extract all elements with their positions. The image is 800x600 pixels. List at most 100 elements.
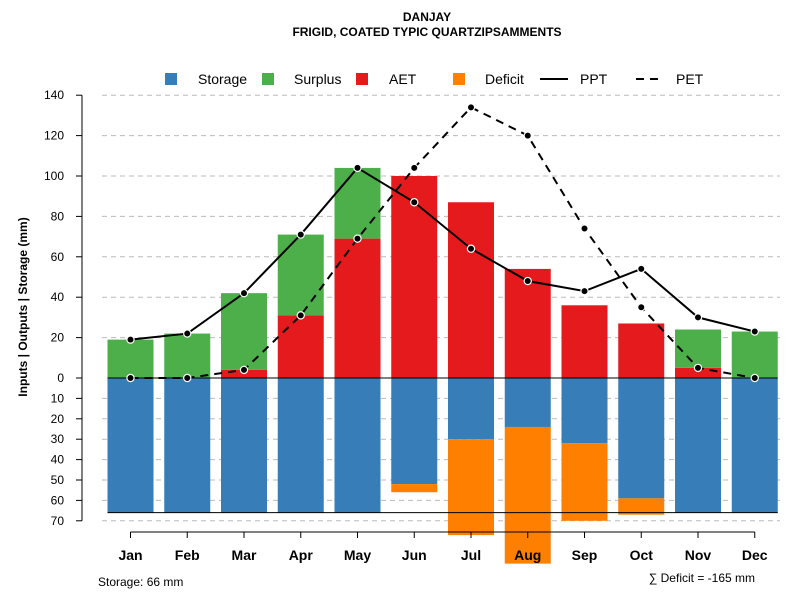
pet-point (183, 373, 192, 383)
ppt-point (183, 329, 192, 338)
storage-note: Storage: 66 mm (98, 575, 183, 589)
legend-swatch-deficit (453, 73, 465, 85)
storage-bar (164, 378, 211, 513)
pet-point (580, 224, 589, 233)
aet-bar (448, 202, 494, 378)
surplus-bar (277, 234, 324, 316)
month-label-dec: Dec (742, 547, 768, 563)
ppt-point (239, 288, 249, 298)
legend-label-ppt: PPT (580, 71, 608, 87)
legend-swatch-storage (165, 73, 177, 85)
chart-subtitle: FRIGID, COATED TYPIC QUARTZIPSAMMENTS (292, 25, 561, 39)
legend-label-surplus: Surplus (294, 71, 341, 87)
pet-point (239, 365, 249, 375)
deficit-bar (391, 484, 438, 493)
y-axis-label: Inputs | Outputs | Storage (mm) (16, 217, 30, 396)
surplus-bar (221, 293, 267, 370)
month-label-nov: Nov (685, 547, 712, 563)
y-tick-label: 140 (44, 88, 64, 102)
month-label-jan: Jan (118, 547, 142, 563)
y-tick-label: 40 (51, 453, 65, 467)
y-tick-label: 20 (51, 412, 65, 426)
ppt-point (353, 163, 362, 173)
y-tick-label: 40 (51, 290, 65, 304)
surplus-bar (164, 333, 211, 378)
y-tick-label: 50 (51, 473, 65, 487)
series-lines (126, 103, 759, 383)
deficit-bar (561, 443, 608, 521)
pet-point (693, 363, 703, 373)
storage-bar (561, 378, 608, 444)
month-label-jun: Jun (402, 547, 427, 563)
ppt-point (126, 335, 135, 344)
month-label-may: May (344, 547, 371, 563)
bars (107, 167, 778, 564)
surplus-bar (675, 329, 721, 368)
deficit-bar (618, 498, 665, 515)
aet-bar (561, 305, 608, 378)
storage-bar (391, 378, 438, 485)
ppt-point (466, 244, 476, 253)
month-label-feb: Feb (175, 547, 200, 563)
y-tick-label: 100 (44, 169, 64, 183)
aet-bar (504, 268, 551, 378)
surplus-bar (334, 167, 381, 239)
ppt-point (580, 286, 589, 296)
storage-bar (731, 378, 778, 513)
storage-bar (448, 378, 494, 440)
storage-bar (675, 378, 721, 513)
aet-bar (334, 238, 381, 378)
pet-line (130, 106, 755, 379)
pet-point (126, 373, 135, 383)
month-label-mar: Mar (232, 547, 257, 563)
legend-label-pet: PET (676, 71, 704, 87)
pet-point (466, 103, 476, 112)
ppt-point (637, 264, 646, 274)
legend-swatch-aet (356, 73, 368, 85)
storage-bar (221, 378, 267, 513)
legend-label-deficit: Deficit (485, 71, 524, 87)
pet-point (353, 234, 362, 243)
deficit-bar (504, 426, 551, 564)
ppt-line (130, 166, 755, 341)
chart-title: DANJAY (403, 10, 451, 24)
deficit-note: ∑ Deficit = -165 mm (649, 571, 755, 585)
deficit-bar (448, 439, 494, 536)
y-tick-label: 20 (51, 331, 65, 345)
month-label-sep: Sep (572, 547, 598, 563)
y-tick-label: 60 (51, 250, 65, 264)
month-label-jul: Jul (461, 547, 481, 563)
pet-point (296, 311, 305, 320)
ppt-point (693, 313, 703, 322)
ppt-point (523, 276, 532, 286)
aet-bar (618, 323, 665, 378)
ppt-point (410, 198, 419, 207)
month-label-aug: Aug (514, 547, 541, 563)
storage-bar (504, 378, 551, 427)
y-tick-label: 0 (57, 371, 64, 385)
aet-bar (277, 315, 324, 378)
pet-point (637, 303, 646, 312)
axes: 0 20 40 60 80 100 120 140 10 20 30 40 50 60 70 Jan Feb Ma… (44, 88, 768, 563)
storage-bar (277, 378, 324, 513)
y-tick-label: 30 (51, 432, 65, 446)
legend-swatch-surplus (262, 73, 274, 85)
month-label-apr: Apr (289, 547, 314, 563)
storage-bar (334, 378, 381, 513)
storage-bar (107, 378, 154, 513)
y-tick-label: 120 (44, 129, 64, 143)
storage-bar (618, 378, 665, 499)
y-tick-label: 10 (51, 391, 65, 405)
y-tick-label: 80 (51, 209, 65, 223)
pet-point (523, 131, 532, 140)
chart-legend: Storage Surplus AET Deficit PPT PET (165, 71, 704, 87)
ppt-point (750, 327, 759, 336)
aet-bar (391, 176, 438, 378)
surplus-bar (731, 331, 778, 378)
legend-label-aet: AET (389, 71, 417, 87)
grid-lines (102, 94, 780, 522)
ppt-point (296, 230, 305, 239)
legend-label-storage: Storage (198, 71, 247, 87)
month-label-oct: Oct (630, 547, 654, 563)
